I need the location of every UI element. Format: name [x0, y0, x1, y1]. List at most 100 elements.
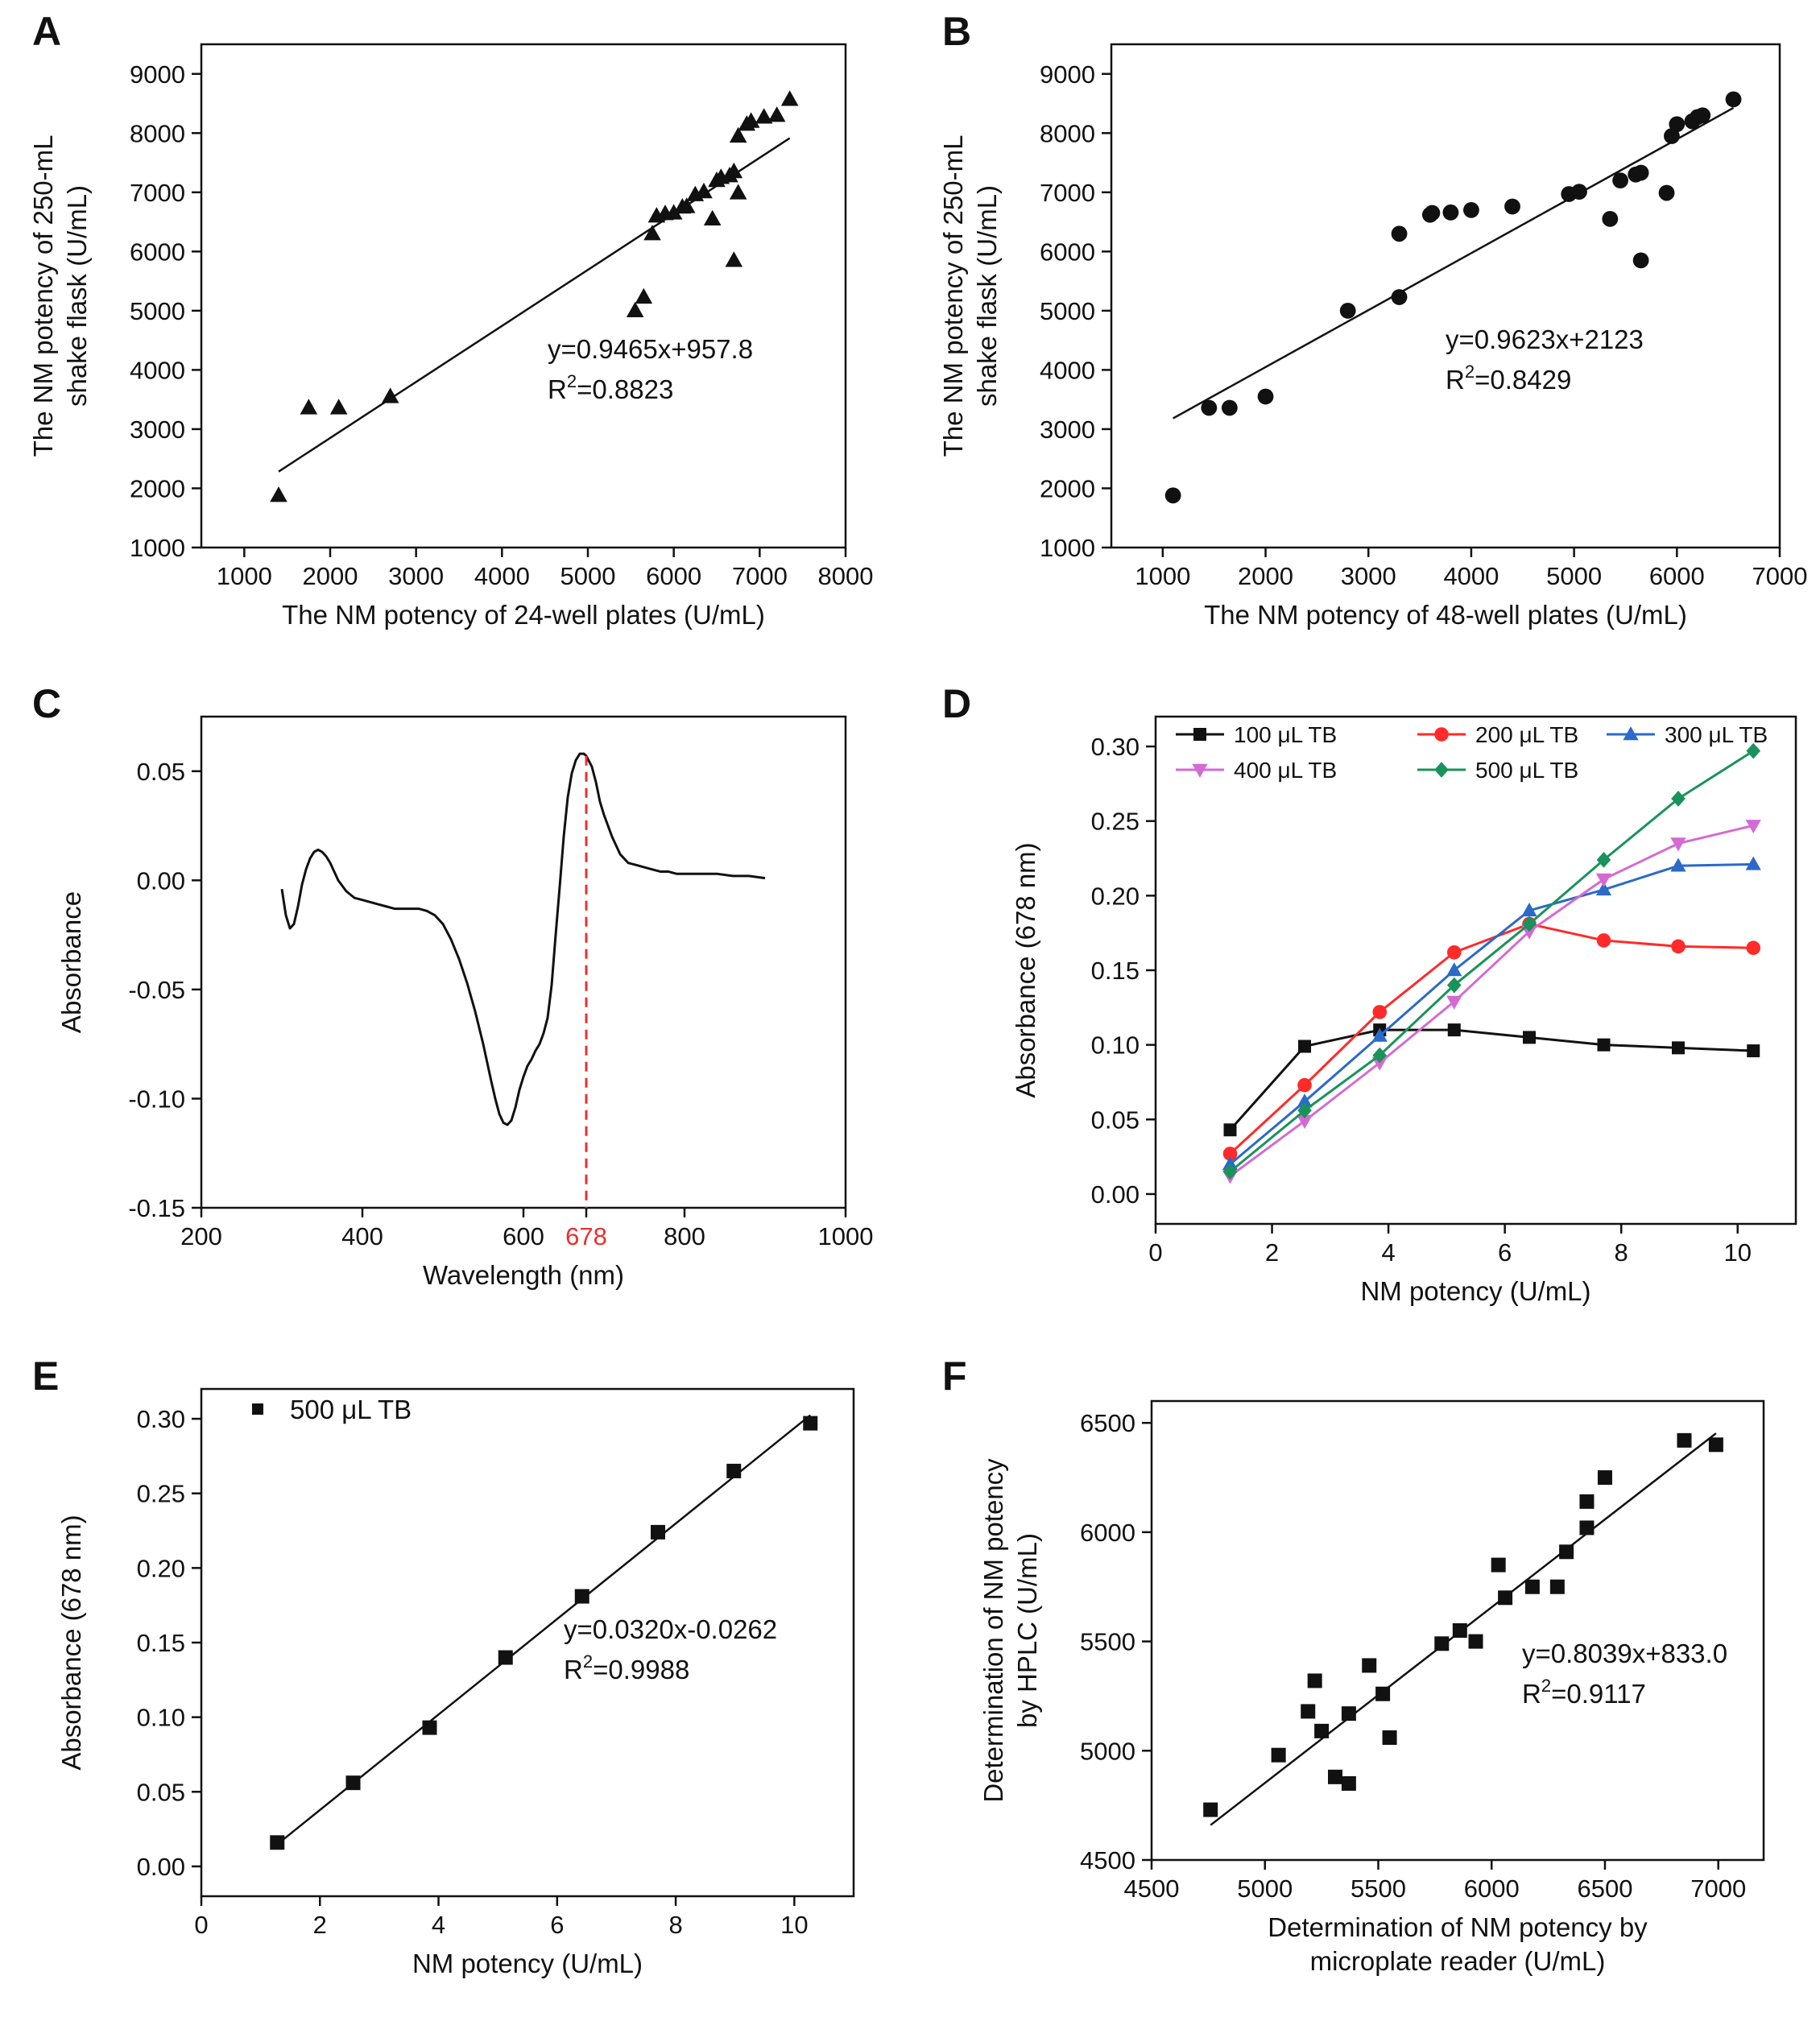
- y-axis-label: Absorbance (678 nm): [1011, 842, 1040, 1097]
- legend-label: 100 μL TB: [1234, 722, 1337, 747]
- legend-marker: [1192, 763, 1208, 778]
- data-point: [1745, 856, 1761, 870]
- x-axis-label: The NM potency of 24-well plates (U/mL): [282, 600, 765, 630]
- data-point: [1670, 837, 1686, 852]
- chart-panel-f: F 4500 5000 5500 6000 6500 7000 4500 5000 5500 60…: [910, 1345, 1820, 2017]
- data-point: [780, 90, 799, 106]
- data-point: [1307, 1673, 1322, 1688]
- r-squared-label: R2=0.9988: [564, 1651, 689, 1684]
- data-point: [1201, 399, 1218, 416]
- data-point: [725, 162, 743, 179]
- x-tick-label: 2: [313, 1911, 327, 1939]
- data-point: [1522, 916, 1537, 932]
- data-point: [300, 399, 318, 415]
- y-tick-label: 9000: [1040, 60, 1095, 89]
- y-tick-label: 0.25: [1091, 808, 1140, 836]
- x-tick-label: 8000: [818, 562, 874, 590]
- y-tick-label: 0.15: [137, 1629, 185, 1657]
- y-tick-label: 6000: [1080, 1519, 1135, 1547]
- data-point: [695, 182, 713, 199]
- r-squared-symbol: R: [1446, 365, 1465, 395]
- data-point: [729, 184, 747, 200]
- data-point: [1298, 1039, 1312, 1053]
- data-point: [1442, 204, 1459, 221]
- data-point: [1424, 205, 1441, 221]
- data-point: [1725, 91, 1742, 108]
- data-point: [729, 126, 747, 143]
- r-squared-symbol: R: [1522, 1679, 1541, 1709]
- data-point: [1372, 1005, 1388, 1019]
- legend-label: 200 μL TB: [1475, 722, 1578, 747]
- y-tick-label: 0.00: [137, 1853, 185, 1881]
- series-line: [1229, 862, 1754, 1166]
- y-tick-label: 0.00: [137, 866, 185, 895]
- data-point: [1223, 1123, 1237, 1137]
- y-tick-label: -0.10: [128, 1085, 185, 1113]
- data-point: [1297, 1077, 1312, 1093]
- data-point: [1747, 1044, 1760, 1058]
- data-point: [1596, 933, 1611, 948]
- data-point: [1597, 1038, 1611, 1052]
- series-line: [1229, 824, 1754, 1177]
- fit-equation: y=0.8039x+833.0: [1522, 1639, 1727, 1668]
- r-squared-label: R2=0.8429: [1446, 362, 1571, 395]
- y-tick-label: 3000: [1040, 415, 1095, 444]
- fit-line: [1173, 106, 1735, 420]
- data-point: [1297, 1102, 1312, 1119]
- y-tick-label: 6500: [1080, 1409, 1135, 1437]
- r-squared-superscript: 2: [1465, 362, 1475, 382]
- y-tick-label: 4000: [130, 356, 185, 384]
- x-tick-label: 2000: [1238, 562, 1293, 590]
- data-point: [643, 225, 661, 241]
- r-squared-superscript: 2: [567, 371, 577, 391]
- r-squared-superscript: 2: [1541, 1676, 1551, 1696]
- data-point: [381, 387, 399, 403]
- x-tick-label: 0: [1148, 1238, 1162, 1267]
- x-tick-label: 400: [341, 1222, 383, 1250]
- x-tick-label: 5000: [1546, 562, 1602, 590]
- y-tick-label: 1000: [130, 534, 185, 562]
- data-point: [1745, 820, 1761, 834]
- y-tick-label: 7000: [1040, 179, 1095, 207]
- chart-c-svg: 200 400 600 678 800 1000 -0.15 -0.10 -0.05 0.00 0.…: [56, 715, 873, 1290]
- r-squared-label: R2=0.8823: [548, 371, 673, 404]
- data-point: [755, 108, 773, 124]
- x-tick-label: 6: [1498, 1238, 1512, 1267]
- series-line: [1229, 1028, 1754, 1131]
- fit-equation: y=0.9465x+957.8: [548, 334, 753, 364]
- data-point: [1314, 1723, 1330, 1738]
- data-point: [1447, 1023, 1461, 1037]
- x-tick-label: 2: [1265, 1238, 1279, 1267]
- data-point: [1328, 1769, 1342, 1784]
- x-tick-label: 7000: [732, 562, 788, 590]
- data-point: [1708, 1437, 1723, 1453]
- y-tick-label: 5000: [1040, 297, 1095, 325]
- data-point: [270, 486, 287, 502]
- x-tick-label: 3000: [388, 562, 444, 590]
- y-axis-label: shake flask (U/mL): [972, 185, 1002, 407]
- r-squared-value: =0.9988: [593, 1655, 689, 1684]
- data-point: [1375, 1686, 1391, 1701]
- data-point: [345, 1775, 361, 1791]
- y-tick-label: 9000: [130, 60, 185, 89]
- data-point: [725, 251, 743, 267]
- data-point: [1671, 939, 1686, 954]
- data-point: [1257, 388, 1274, 405]
- y-tick-label: 1000: [1040, 534, 1095, 562]
- x-tick-label: 200: [180, 1222, 222, 1250]
- x-tick-label: 800: [664, 1222, 705, 1250]
- y-axis-label: Absorbance (678 nm): [56, 1515, 86, 1770]
- y-axis-label: Determination of NM potency: [978, 1458, 1008, 1803]
- data-point: [1694, 107, 1711, 124]
- y-tick-label: 5500: [1080, 1628, 1135, 1656]
- fit-line: [276, 1414, 812, 1845]
- legend-marker: [1434, 762, 1449, 778]
- y-tick-label: 0.00: [1091, 1180, 1140, 1209]
- y-tick-label: 0.25: [137, 1480, 185, 1508]
- y-axis-label: by HPLC (U/mL): [1012, 1533, 1042, 1728]
- data-point: [422, 1720, 437, 1735]
- y-tick-label: 8000: [1040, 119, 1095, 147]
- x-tick-label: 1000: [1135, 562, 1190, 590]
- y-tick-label: 8000: [130, 119, 185, 147]
- x-tick-label: 6: [550, 1911, 564, 1939]
